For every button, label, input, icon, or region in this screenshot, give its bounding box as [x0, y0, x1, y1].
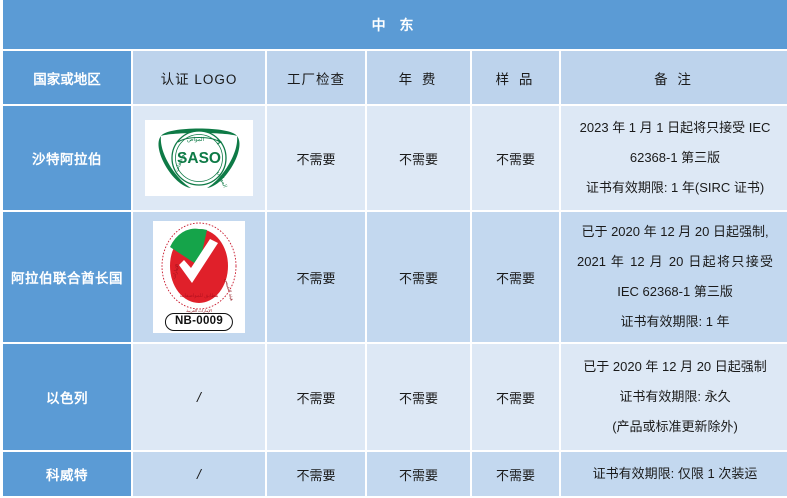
remark-line: 2021 年 12 月 20 日起将只接受: [577, 254, 774, 269]
ecas-notified-body-badge: NB-0009: [164, 313, 234, 331]
ecas-logo-icon: مطابق للمواصفات الإمارات هيئة التقييس ال…: [161, 222, 237, 314]
remark-line: 证书有效期限: 1 年: [620, 314, 730, 329]
remark-line: 62368-1 第三版: [629, 150, 721, 165]
remark-line: 已于 2020 年 12 月 20 日起强制,: [581, 224, 769, 239]
annual-fee-cell: 不需要: [367, 452, 472, 498]
svg-text:الإمارات العربية: الإمارات العربية: [186, 308, 212, 314]
column-header-annual-fee: 年 费: [367, 51, 472, 106]
column-header-sample: 样 品: [472, 51, 561, 106]
svg-text:المواص: المواص: [216, 171, 227, 189]
saso-logo-icon: المواص مواصفات المواص SASO: [158, 128, 240, 189]
svg-text:هيئة التقييس: هيئة التقييس: [224, 278, 235, 301]
factory-inspection-cell: 不需要: [267, 106, 367, 212]
country-cell-united-arab-emirates: 阿拉伯联合酋长国: [3, 212, 133, 344]
country-cell-kuwait: 科威特: [3, 452, 133, 498]
sample-cell: 不需要: [472, 106, 561, 212]
factory-inspection-cell: 不需要: [267, 344, 367, 452]
svg-text:المواص: المواص: [187, 137, 204, 143]
column-header-country: 国家或地区: [3, 51, 133, 106]
table-header-row: 国家或地区 认证 LOGO 工厂检查 年 费 样 品 备 注: [3, 51, 787, 106]
table-row: 以色列 / 不需要 不需要 不需要 已于 2020 年 12 月 20 日起强制…: [3, 344, 787, 452]
remark-line: 2023 年 1 月 1 日起将只接受 IEC: [579, 120, 771, 135]
logo-placeholder-slash: /: [197, 466, 201, 482]
middle-east-certification-table: 中 东 国家或地区 认证 LOGO 工厂检查 年 费 样 品 备 注 沙特阿拉伯: [3, 0, 787, 498]
svg-text:مطابق للمواصفات: مطابق للمواصفات: [180, 293, 219, 299]
country-cell-israel: 以色列: [3, 344, 133, 452]
remarks-cell: 证书有效期限: 仅限 1 次装运: [561, 452, 787, 498]
annual-fee-cell: 不需要: [367, 344, 472, 452]
column-header-remarks: 备 注: [561, 51, 787, 106]
column-header-factory-inspection: 工厂检查: [267, 51, 367, 106]
table-row: 科威特 / 不需要 不需要 不需要 证书有效期限: 仅限 1 次装运: [3, 452, 787, 498]
column-header-logo: 认证 LOGO: [133, 51, 267, 106]
annual-fee-cell: 不需要: [367, 106, 472, 212]
remark-line: IEC 62368-1 第三版: [617, 284, 733, 299]
table-row: 阿拉伯联合酋长国 مطابق للمواصفات الإمارات: [3, 212, 787, 344]
annual-fee-cell: 不需要: [367, 212, 472, 344]
remark-line: 已于 2020 年 12 月 20 日起强制: [583, 359, 767, 374]
table-title: 中 东: [3, 0, 787, 51]
logo-cell-saso: المواص مواصفات المواص SASO: [133, 106, 267, 212]
remarks-cell: 2023 年 1 月 1 日起将只接受 IEC 62368-1 第三版 证书有效…: [561, 106, 787, 212]
table-title-row: 中 东: [3, 0, 787, 51]
country-cell-saudi-arabia: 沙特阿拉伯: [3, 106, 133, 212]
saso-logo-text: SASO: [177, 150, 221, 167]
factory-inspection-cell: 不需要: [267, 452, 367, 498]
remarks-cell: 已于 2020 年 12 月 20 日起强制 证书有效期限: 永久 (产品或标准…: [561, 344, 787, 452]
sample-cell: 不需要: [472, 212, 561, 344]
certification-table-page: 中 东 国家或地区 认证 LOGO 工厂检查 年 费 样 品 备 注 沙特阿拉伯: [3, 0, 787, 498]
svg-text:الإمارات: الإمارات: [171, 264, 181, 280]
factory-inspection-cell: 不需要: [267, 212, 367, 344]
remark-line: 证书有效期限: 1 年(SIRC 证书): [585, 180, 765, 195]
saso-logo: المواص مواصفات المواص SASO: [145, 120, 253, 196]
logo-cell-ecas: مطابق للمواصفات الإمارات هيئة التقييس ال…: [133, 212, 267, 344]
logo-cell-none: /: [133, 344, 267, 452]
remarks-cell: 已于 2020 年 12 月 20 日起强制, 2021 年 12 月 20 日…: [561, 212, 787, 344]
remark-line: 证书有效期限: 永久: [619, 389, 731, 404]
logo-cell-none: /: [133, 452, 267, 498]
remark-line: 证书有效期限: 仅限 1 次装运: [592, 466, 758, 481]
table-row: 沙特阿拉伯 المواص: [3, 106, 787, 212]
logo-placeholder-slash: /: [197, 389, 201, 405]
ecas-logo: مطابق للمواصفات الإمارات هيئة التقييس ال…: [153, 221, 245, 333]
sample-cell: 不需要: [472, 452, 561, 498]
sample-cell: 不需要: [472, 344, 561, 452]
remark-line: (产品或标准更新除外): [612, 419, 738, 434]
